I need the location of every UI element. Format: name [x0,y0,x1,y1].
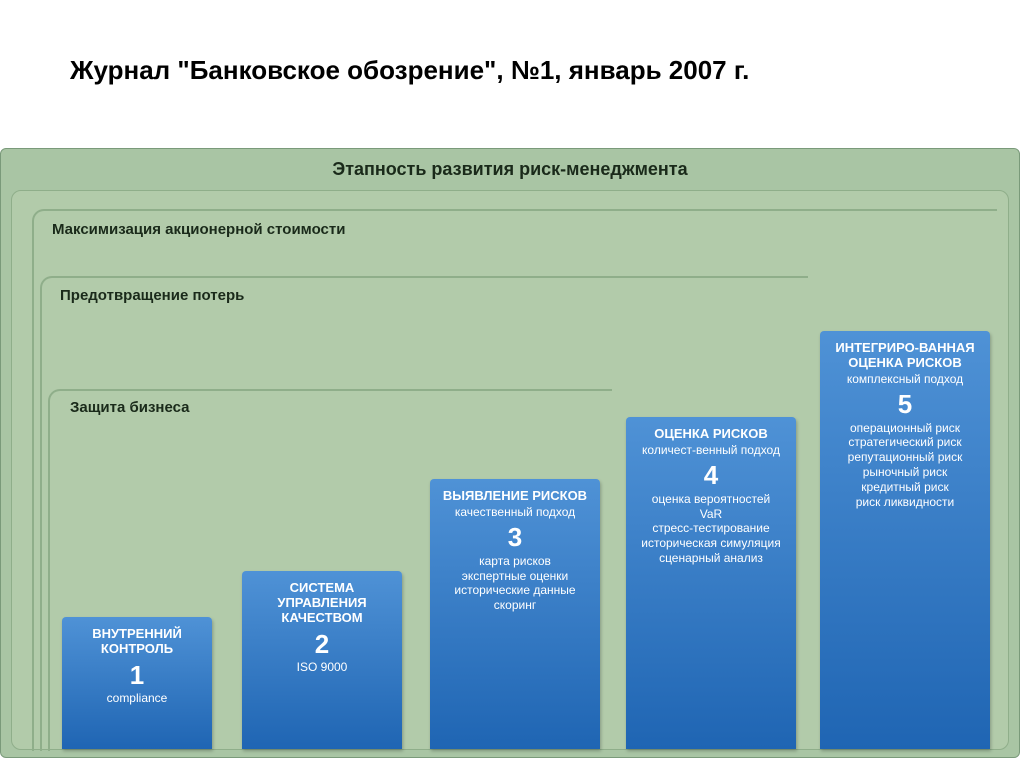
bar-extra: оценка вероятностейVaRстресс-тестировани… [632,492,790,566]
bar-extra-line: репутационный риск [826,451,984,465]
bar-extra-line: историческая симуляция [632,537,790,551]
bar-extra-line: карта рисков [436,555,594,569]
bar-title: ВНУТРЕННИЙ КОНТРОЛЬ [68,627,206,657]
bar-extra: ISO 9000 [248,660,396,675]
bar-extra-line: исторические данные [436,584,594,598]
stage-bar: ИНТЕГРИРО-ВАННАЯ ОЦЕНКА РИСКОВ комплексны… [820,331,990,749]
bar-extra-line: скоринг [436,599,594,613]
bar-number: 5 [826,390,984,419]
bar-extra-line: сценарный анализ [632,552,790,566]
bar-subtitle: количест-венный подход [632,444,790,457]
bar-extra: compliance [68,691,206,706]
bar-extra-line: compliance [68,692,206,706]
bar-extra: карта рисковэкспертные оценкиисторически… [436,554,594,613]
bar-title: ИНТЕГРИРО-ВАННАЯ ОЦЕНКА РИСКОВ [826,341,984,371]
bar-number: 4 [632,461,790,490]
frame-label: Защита бизнеса [70,399,190,416]
bar-extra-line: кредитный риск [826,481,984,495]
bar-extra-line: рыночный риск [826,466,984,480]
bar-extra: операционный рискстратегический рискрепу… [826,421,984,510]
stage-bar: ВНУТРЕННИЙ КОНТРОЛЬ 1 compliance [62,617,212,749]
chart-body: Максимизация акционерной стоимости Предот… [11,190,1009,750]
bar-number: 3 [436,523,594,552]
chart-outer: Этапность развития риск-менеджмента Макс… [0,148,1020,758]
frame-label: Предотвращение потерь [60,287,244,304]
bar-extra-line: операционный риск [826,422,984,436]
stage-bar: ОЦЕНКА РИСКОВколичест-венный подход4оцен… [626,417,796,749]
bar-title: СИСТЕМА УПРАВЛЕНИЯ КАЧЕСТВОМ [248,581,396,626]
bar-extra-line: ISO 9000 [248,661,396,675]
bar-extra-line: риск ликвидности [826,496,984,510]
page-title: Журнал "Банковское обозрение", №1, январ… [70,55,749,86]
chart-title: Этапность развития риск-менеджмента [1,149,1019,188]
bar-extra-line: VaR [632,508,790,522]
stage-bar: ВЫЯВЛЕНИЕ РИСКОВкачественный подход3карт… [430,479,600,749]
bar-number: 2 [248,630,396,659]
frame-label: Максимизация акционерной стоимости [52,221,345,238]
bar-extra-line: стратегический риск [826,436,984,450]
bar-extra-line: оценка вероятностей [632,493,790,507]
bar-title: ОЦЕНКА РИСКОВ [632,427,790,442]
bar-subtitle: комплексный подход [826,373,984,386]
bar-title: ВЫЯВЛЕНИЕ РИСКОВ [436,489,594,504]
bar-extra-line: стресс-тестирование [632,522,790,536]
bar-subtitle: качественный подход [436,506,594,519]
bar-extra-line: экспертные оценки [436,570,594,584]
stage-bar: СИСТЕМА УПРАВЛЕНИЯ КАЧЕСТВОМ 2 ISO 9000 [242,571,402,749]
bar-number: 1 [68,661,206,690]
